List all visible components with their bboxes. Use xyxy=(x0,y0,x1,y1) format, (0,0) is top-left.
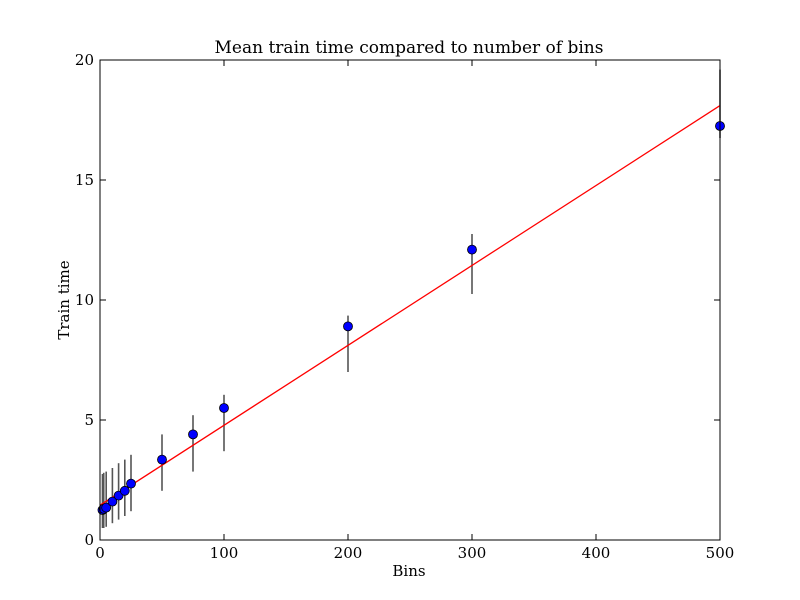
data-point xyxy=(101,502,112,513)
x-tick-label: 500 xyxy=(706,544,735,562)
x-tick-label: 400 xyxy=(582,544,611,562)
fit-line-group xyxy=(99,105,721,506)
data-point xyxy=(219,403,229,413)
x-tick-label: 200 xyxy=(334,544,363,562)
data-point xyxy=(119,485,130,496)
x-tick-label: 100 xyxy=(210,544,239,562)
x-axis-ticks: 0 100 200 300 400 500 xyxy=(95,60,734,562)
y-tick-label: 10 xyxy=(75,291,94,309)
y-tick-label: 0 xyxy=(84,531,94,549)
fit-line xyxy=(99,105,721,506)
error-bars xyxy=(101,69,721,528)
x-tick-label: 0 xyxy=(95,544,105,562)
chart-title: Mean train time compared to number of bi… xyxy=(215,38,604,58)
y-tick-label: 20 xyxy=(75,51,94,69)
data-point xyxy=(343,321,353,332)
data-point xyxy=(126,478,136,489)
y-tick-label: 5 xyxy=(84,411,94,429)
data-points xyxy=(97,121,725,515)
x-tick-label: 300 xyxy=(458,544,487,562)
x-axis-label: Bins xyxy=(392,562,425,580)
data-point xyxy=(467,244,477,255)
data-point xyxy=(157,454,167,465)
data-point xyxy=(107,496,118,507)
y-axis-ticks: 0 5 10 15 20 xyxy=(75,51,720,549)
y-tick-label: 15 xyxy=(75,171,94,189)
y-axis-label: Train time xyxy=(55,260,73,339)
data-point xyxy=(188,429,198,440)
plot-frame xyxy=(99,59,721,541)
